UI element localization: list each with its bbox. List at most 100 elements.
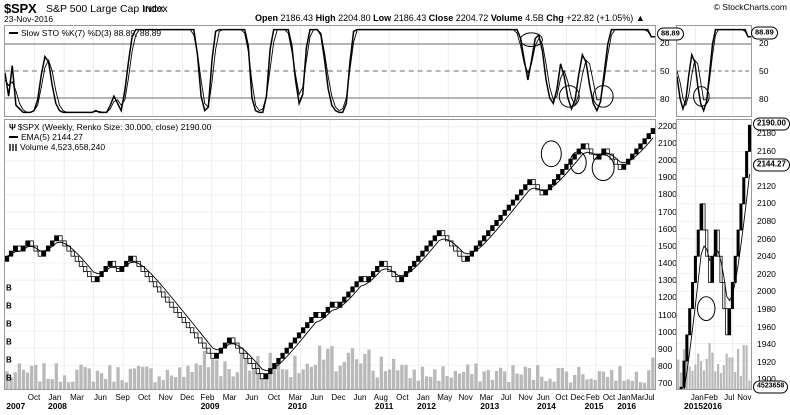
axis-tick-label: 1000 [658, 326, 677, 337]
time-axis-month: Jul [500, 393, 512, 402]
time-axis-month: Jul [644, 393, 655, 402]
axis-tick-label: 20 [660, 38, 670, 49]
axis-tick-label: 2020 [757, 268, 776, 279]
low-label: Low [373, 13, 392, 23]
time-axis-month: Jun [353, 393, 367, 402]
stochastic-y-axis: 80 50 20 88.89 [657, 25, 687, 117]
axis-tick-label: 1600 [658, 223, 677, 234]
time-axis-month: Jan [416, 393, 430, 402]
axis-tick-label: 1940 [757, 339, 776, 350]
volume-label: Volume [490, 13, 523, 23]
price-legend-main: Ψ $SPX (Weekly, Renko Size: 30.000, close… [9, 122, 211, 132]
time-axis-month: Oct [602, 393, 616, 402]
renko-icon: Ψ [9, 122, 16, 132]
inset-price-panel [676, 119, 752, 390]
time-axis-month: Dec [331, 393, 346, 402]
chg-label: Chg [546, 13, 564, 23]
axis-tick-label: 50 [660, 66, 670, 76]
chart-header: $SPX S&P 500 Large Cap Index INDX 23-Nov… [0, 0, 790, 24]
axis-tick-label: 1700 [658, 206, 677, 217]
axis-tick-label: 80 [660, 93, 670, 104]
time-axis-month: Jun [245, 393, 259, 402]
time-axis-month: Nov [458, 393, 473, 402]
price-legend-ema: EMA(5) 2144.27 [9, 132, 83, 142]
axis-tick-label: 1100 [658, 309, 677, 320]
time-axis-year: 2015 [584, 401, 604, 411]
axis-tick-label: 1200 [658, 292, 677, 303]
time-axis-month: Nov [158, 393, 173, 402]
volume-axis-label: B [6, 373, 12, 383]
inset-stochastic-panel [676, 25, 752, 117]
volume-axis-label: B [6, 355, 12, 365]
time-axis-month: May [437, 393, 453, 402]
axis-tick-label: 1400 [658, 258, 677, 269]
time-axis-month: Jun [310, 393, 324, 402]
exchange-label: INDX [143, 4, 165, 14]
index-name: S&P 500 Large Cap Index [46, 3, 168, 15]
axis-tick-label: 2180 [757, 128, 776, 139]
axis-tick-label: 2160 [757, 145, 776, 156]
axis-tick-label: 1920 [757, 356, 776, 367]
time-axis-month: Dec [180, 393, 195, 402]
inset-price-flag: 2190.00 [753, 117, 790, 131]
time-axis-year: 2013 [480, 401, 500, 411]
price-y-axis: 700 800 900 1000 1100 1200 1300 1400 1500 1600 170… [657, 119, 691, 390]
time-axis-month: Sep [115, 393, 130, 402]
chg-arrow-icon: ▲ [635, 13, 645, 23]
axis-tick-label: 1960 [757, 321, 776, 332]
axis-tick-label: 1300 [658, 275, 677, 286]
time-axis-year: 2007 [6, 401, 26, 411]
inset-price-y-axis: 1900 1920 1940 1960 1980 2000 2020 2040 2060 2080… [753, 117, 790, 394]
volume-axis-label: B [6, 301, 12, 311]
quote-date: 23-Nov-2016 [4, 14, 54, 24]
ticker-symbol: $SPX [4, 1, 37, 16]
volume-axis-label: B [6, 283, 12, 293]
main-time-axis: Oct Jan Mar Jun Sep Oct Nov Dec Feb Mar Jun Oct Mar J… [4, 391, 656, 415]
open-value: 2186.43 [280, 13, 314, 23]
time-axis-year: 2010 [287, 401, 307, 411]
axis-tick-label: 1980 [757, 304, 776, 315]
stochastic-legend: Slow STO %K(7) %D(3) 88.89, 88.89 [9, 28, 161, 38]
time-axis-month: Jun [536, 393, 550, 402]
time-axis-month: Jun [94, 393, 107, 402]
axis-tick-label: 2000 [658, 155, 677, 166]
time-axis-month: Jan [617, 393, 631, 402]
price-panel: Ψ $SPX (Weekly, Renko Size: 30.000, close… [4, 119, 656, 390]
inset-time-axis-month: Feb [704, 393, 718, 402]
time-axis-month: Oct [396, 393, 409, 402]
line-swatch-icon [9, 31, 18, 34]
stochastic-legend-text: Slow STO %K(7) %D(3) 88.89, 88.89 [21, 28, 162, 38]
inset-ema-flag: 2144.27 [753, 158, 790, 172]
price-legend-volume-text: Volume 4,523,658,240 [20, 142, 106, 152]
axis-tick-label: 800 [658, 360, 673, 371]
open-label: Open [255, 13, 279, 23]
close-value: 2204.72 [455, 13, 489, 23]
volume-axis-label: B [6, 337, 12, 347]
axis-tick-label: 80 [759, 93, 769, 104]
price-legend-main-text: $SPX (Weekly, Renko Size: 30.000, close)… [17, 122, 212, 132]
time-axis-month: Oct [267, 393, 281, 402]
inset-time-axis-year: 2015 [684, 401, 703, 411]
low-value: 2186.43 [393, 13, 427, 23]
axis-tick-label: 20 [759, 38, 769, 49]
quote-bar: Open 2186.43 High 2204.80 Low 2186.43 Cl… [255, 13, 645, 23]
time-axis-month: Mar [630, 393, 645, 402]
time-axis-year: 2014 [536, 401, 556, 411]
axis-tick-label: 700 [658, 378, 673, 389]
inset-volume-flag: 4523658 [753, 380, 789, 394]
time-axis-month: Jan [48, 393, 62, 402]
time-axis-year: 2012 [417, 401, 436, 411]
inset-stochastic-value-flag: 88.89 [751, 26, 778, 40]
axis-tick-label: 1800 [658, 189, 677, 200]
inset-stochastic-plot [677, 26, 751, 116]
inset-time-axis: Jan Feb Jul Nov 2015 2016 [676, 391, 752, 415]
axis-tick-label: 2100 [757, 198, 776, 209]
time-axis-month: Nov [518, 393, 533, 402]
stochastic-value-flag: 88.89 [657, 27, 684, 41]
inset-time-axis-month: Jan [690, 393, 704, 402]
time-axis-month: Oct [27, 393, 41, 402]
time-axis-month: Mar [222, 393, 237, 402]
time-axis-month: Dec [570, 393, 585, 402]
axis-tick-label: 1500 [658, 240, 677, 251]
